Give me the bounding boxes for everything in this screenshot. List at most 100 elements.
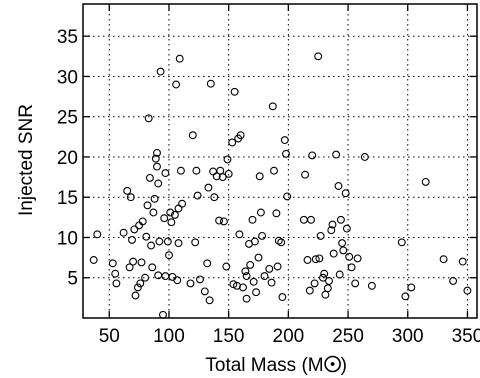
x-tick-label: 100 (153, 326, 185, 347)
data-point (255, 172, 264, 181)
data-point (161, 169, 170, 178)
x-axis-label: Total Mass (M (205, 355, 323, 376)
data-point (166, 208, 175, 217)
data-point (274, 236, 283, 245)
data-point (219, 217, 228, 226)
data-point (159, 310, 167, 319)
data-point (303, 256, 312, 264)
y-axis-label: Injected SNR (16, 104, 37, 216)
x-tick-label: 200 (273, 326, 305, 347)
y-tick-label: 20 (57, 148, 78, 169)
data-point (323, 284, 332, 293)
x-tick-label: 300 (392, 326, 424, 347)
data-point (282, 149, 290, 158)
data-point (142, 232, 151, 241)
data-point (168, 272, 177, 281)
data-point (138, 217, 147, 226)
data-point (148, 263, 157, 272)
data-point (280, 136, 289, 145)
data-point (216, 166, 225, 175)
data-point (341, 189, 350, 198)
data-point (229, 280, 238, 289)
data-point (246, 260, 255, 269)
data-point (339, 246, 348, 255)
data-point (191, 238, 200, 247)
data-point (129, 257, 138, 266)
data-point (188, 131, 197, 140)
data-point (319, 273, 327, 282)
data-point (174, 239, 183, 248)
data-point (239, 283, 247, 292)
data-point (143, 201, 152, 210)
data-point (123, 186, 132, 195)
data-point (196, 275, 204, 284)
data-point (150, 194, 159, 203)
data-point (397, 238, 406, 247)
x-tick-label: 150 (213, 326, 245, 347)
grid-lines (83, 4, 477, 318)
data-point (307, 215, 315, 224)
data-point (230, 87, 239, 96)
data-point (204, 183, 213, 192)
data-point (131, 291, 140, 300)
data-point (338, 239, 347, 248)
data-point (212, 172, 221, 181)
data-point (345, 252, 354, 261)
data-point (335, 270, 344, 279)
data-point (283, 192, 292, 201)
data-point (249, 277, 258, 286)
data-point (137, 258, 146, 267)
data-point (223, 155, 232, 164)
data-point (108, 259, 117, 268)
axis-ticks (83, 4, 477, 318)
data-point (161, 272, 170, 281)
data-point (178, 199, 187, 208)
data-point (218, 173, 227, 182)
y-tick-label: 15 (57, 188, 78, 209)
data-point (192, 166, 201, 175)
x-tick-label: 50 (99, 326, 120, 347)
y-tick-label: 25 (57, 108, 78, 129)
data-point (236, 131, 245, 140)
data-point (215, 216, 224, 225)
data-point (145, 173, 154, 182)
data-point (463, 286, 472, 295)
data-point (173, 276, 182, 285)
data-point (153, 162, 161, 171)
data-point (112, 279, 121, 288)
data-point (136, 279, 145, 288)
data-point (267, 278, 276, 287)
data-point (235, 230, 244, 239)
data-point (272, 209, 281, 218)
data-point (314, 52, 323, 61)
data-point (268, 102, 277, 111)
data-point (353, 254, 362, 263)
data-point (175, 54, 184, 63)
data-point (141, 273, 150, 282)
data-point (172, 80, 181, 89)
data-point (193, 191, 202, 200)
data-point (224, 169, 233, 178)
data-point (458, 257, 467, 266)
data-point (278, 293, 287, 302)
data-point (401, 292, 410, 301)
data-point (342, 224, 351, 233)
data-point (242, 294, 251, 303)
data-point (119, 228, 128, 237)
data-point (254, 253, 263, 262)
data-point (133, 283, 142, 292)
data-point (305, 286, 314, 295)
data-point (258, 231, 267, 240)
data-point (155, 237, 164, 246)
data-point (160, 214, 169, 223)
data-point (228, 138, 237, 147)
data-point (128, 235, 136, 244)
data-point (347, 263, 356, 272)
data-point (248, 215, 257, 224)
data-point (311, 255, 320, 264)
data-point (242, 272, 251, 281)
data-point (250, 237, 259, 246)
data-points (89, 52, 472, 319)
tick-labels: 50 100 150 200 250 300 350 5 10 15 20 25 30 35 (57, 27, 480, 347)
data-point (154, 179, 163, 188)
